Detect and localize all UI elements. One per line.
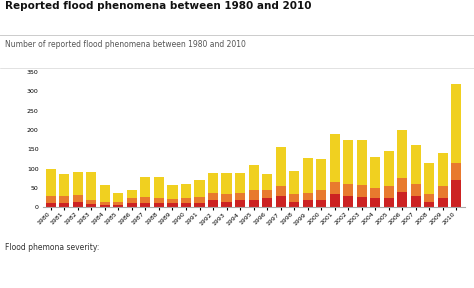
- Bar: [343, 140, 353, 184]
- Bar: [194, 203, 205, 207]
- Bar: [397, 178, 407, 192]
- Bar: [100, 205, 110, 207]
- Bar: [289, 194, 299, 202]
- Bar: [221, 194, 232, 202]
- Bar: [438, 198, 448, 207]
- Text: Flood phemona severity:: Flood phemona severity:: [5, 243, 99, 252]
- Bar: [140, 197, 150, 203]
- Bar: [167, 204, 178, 207]
- Bar: [235, 193, 245, 200]
- Bar: [384, 151, 394, 186]
- Bar: [329, 134, 340, 182]
- Bar: [289, 202, 299, 207]
- Bar: [397, 130, 407, 178]
- Bar: [302, 193, 313, 200]
- Bar: [59, 175, 69, 196]
- Bar: [316, 200, 326, 207]
- Bar: [329, 194, 340, 207]
- Bar: [140, 203, 150, 207]
- Bar: [154, 177, 164, 198]
- Bar: [451, 163, 462, 180]
- Bar: [154, 204, 164, 207]
- Bar: [73, 202, 83, 207]
- Bar: [100, 202, 110, 205]
- Bar: [397, 192, 407, 207]
- Bar: [140, 177, 150, 197]
- Bar: [370, 157, 380, 188]
- Bar: [424, 163, 435, 194]
- Bar: [275, 196, 286, 207]
- Bar: [411, 145, 421, 184]
- Bar: [438, 186, 448, 198]
- Bar: [384, 198, 394, 207]
- Bar: [208, 173, 218, 193]
- Bar: [275, 186, 286, 196]
- Bar: [357, 185, 367, 196]
- Bar: [221, 202, 232, 207]
- Bar: [73, 195, 83, 202]
- Bar: [194, 179, 205, 197]
- Bar: [113, 205, 123, 207]
- Bar: [451, 84, 462, 163]
- Bar: [262, 190, 272, 198]
- Bar: [248, 165, 259, 190]
- Bar: [370, 188, 380, 198]
- Bar: [235, 173, 245, 193]
- Bar: [262, 198, 272, 207]
- Bar: [262, 175, 272, 190]
- Bar: [127, 190, 137, 198]
- Bar: [302, 200, 313, 207]
- Bar: [86, 172, 96, 200]
- Bar: [46, 169, 56, 196]
- Bar: [411, 184, 421, 196]
- Bar: [46, 196, 56, 204]
- Bar: [194, 197, 205, 203]
- Bar: [329, 182, 340, 194]
- Bar: [248, 190, 259, 200]
- Bar: [343, 184, 353, 196]
- Bar: [181, 198, 191, 204]
- Bar: [302, 158, 313, 193]
- Text: Reported flood phenomena between 1980 and 2010: Reported flood phenomena between 1980 an…: [5, 1, 311, 12]
- Bar: [235, 200, 245, 207]
- Bar: [113, 202, 123, 205]
- Bar: [154, 198, 164, 204]
- Bar: [357, 196, 367, 207]
- Bar: [59, 203, 69, 207]
- Bar: [208, 200, 218, 207]
- Bar: [316, 159, 326, 190]
- Bar: [275, 147, 286, 186]
- Bar: [127, 198, 137, 203]
- Bar: [343, 196, 353, 207]
- Bar: [181, 204, 191, 207]
- Bar: [451, 180, 462, 207]
- Bar: [424, 202, 435, 207]
- Bar: [113, 193, 123, 202]
- Bar: [384, 186, 394, 198]
- Bar: [86, 204, 96, 207]
- Bar: [73, 172, 83, 195]
- Bar: [248, 200, 259, 207]
- Bar: [370, 198, 380, 207]
- Bar: [289, 170, 299, 194]
- Bar: [167, 185, 178, 199]
- Bar: [59, 196, 69, 203]
- Bar: [208, 193, 218, 200]
- Bar: [181, 184, 191, 198]
- Bar: [127, 203, 137, 207]
- Bar: [167, 199, 178, 204]
- Bar: [411, 196, 421, 207]
- Bar: [46, 204, 56, 207]
- Bar: [221, 173, 232, 194]
- Bar: [424, 194, 435, 202]
- Bar: [100, 185, 110, 202]
- Bar: [438, 153, 448, 186]
- Text: Number of reported flood phenomena between 1980 and 2010: Number of reported flood phenomena betwe…: [5, 40, 246, 49]
- Bar: [86, 200, 96, 204]
- Bar: [357, 141, 367, 185]
- Bar: [316, 190, 326, 200]
